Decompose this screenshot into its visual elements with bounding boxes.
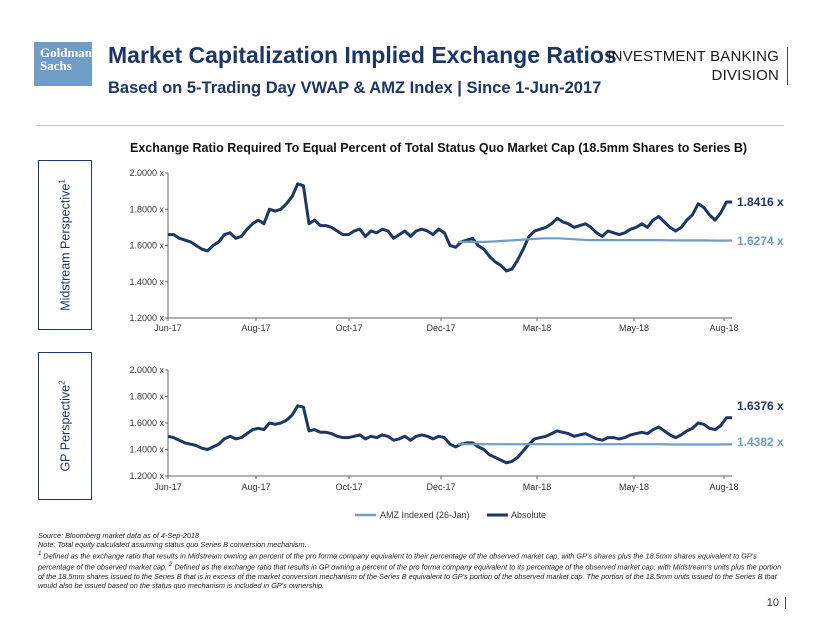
end-label-absolute: 1.6376 x [737, 399, 784, 413]
series-line-amz [458, 237, 733, 243]
division-label: INVESTMENT BANKING DIVISION [607, 47, 788, 85]
x-tick-label: May-18 [619, 482, 649, 492]
footnotes: Source: Bloomberg market data as of 4-Se… [38, 531, 783, 590]
y-tick-label: 1.8000 x [129, 204, 164, 214]
y-tick-label: 1.2000 x [129, 313, 164, 323]
series-line-absolute [168, 182, 732, 273]
x-tick-label: Aug-18 [709, 323, 738, 333]
chart-legend: AMZ Indexed (26-Jan) Absolute [355, 510, 546, 520]
page-title: Market Capitalization Implied Exchange R… [108, 42, 617, 68]
page-number: 10 [767, 597, 786, 609]
footnote-1-mark: 1 [38, 550, 42, 557]
footnote-1: 1 Defined as the exchange ratio that res… [38, 549, 783, 590]
y-tick-label: 1.6000 x [129, 418, 164, 428]
page-subtitle: Based on 5-Trading Day VWAP & AMZ Index … [108, 79, 602, 97]
end-label-amz: 1.4382 x [737, 435, 784, 449]
chart-panel-2: 2.0000 x 1.8000 x 1.6000 x 1.4000 x 1.2000 x… [129, 365, 784, 492]
series-line-absolute [167, 404, 732, 465]
x-tick-label: Dec-17 [426, 323, 455, 333]
y-tick-label: 2.0000 x [129, 365, 164, 375]
y-tick-label: 2.0000 x [129, 168, 164, 178]
legend-label-absolute: Absolute [511, 510, 546, 520]
logo-line-1: Goldman [40, 45, 93, 60]
x-tick-label: Aug-17 [241, 323, 270, 333]
footnote-source: Source: Bloomberg market data as of 4-Se… [38, 531, 200, 540]
y-tick-label: 1.4000 x [129, 445, 164, 455]
brand-logo: Goldman Sachs [34, 42, 92, 86]
end-label-amz: 1.6274 x [737, 234, 784, 248]
panel-label-gp: GP Perspective2 [38, 352, 92, 500]
footnote-2-text: Defined as the exchange ratio that resul… [38, 562, 782, 590]
x-tick-label: May-18 [619, 323, 649, 333]
panel-label-midstream: Midstream Perspective1 [38, 160, 92, 330]
footnote-1-text: Defined as the exchange ratio that resul… [38, 551, 757, 572]
legend-label-amz: AMZ Indexed (26-Jan) [380, 510, 470, 520]
footnote-note: Note: Total equity calculated assuming s… [38, 540, 307, 549]
x-tick-label: Dec-17 [426, 482, 455, 492]
division-line-2: DIVISION [711, 67, 779, 84]
logo-line-2: Sachs [40, 58, 72, 73]
end-label-absolute: 1.8416 x [737, 195, 784, 209]
chart-title: Exchange Ratio Required To Equal Percent… [130, 141, 748, 155]
y-tick-label: 1.8000 x [129, 392, 164, 402]
division-line-1: INVESTMENT BANKING [607, 48, 779, 65]
y-tick-label: 1.4000 x [129, 277, 164, 287]
chart-panel-1: 2.0000 x 1.8000 x 1.6000 x 1.4000 x 1.2000 x… [129, 168, 784, 333]
y-tick-label: 1.6000 x [129, 241, 164, 251]
header-divider [36, 125, 784, 126]
x-tick-label: Jun-17 [154, 482, 182, 492]
x-tick-label: Jun-17 [154, 323, 182, 333]
x-tick-label: Mar-18 [523, 323, 552, 333]
x-tick-label: Aug-18 [709, 482, 738, 492]
y-tick-label: 1.2000 x [129, 471, 164, 481]
footnote-2-mark: 2 [169, 561, 173, 569]
x-tick-label: Aug-17 [241, 482, 270, 492]
x-tick-label: Oct-17 [335, 482, 362, 492]
x-tick-label: Mar-18 [523, 482, 552, 492]
x-tick-label: Oct-17 [335, 323, 362, 333]
